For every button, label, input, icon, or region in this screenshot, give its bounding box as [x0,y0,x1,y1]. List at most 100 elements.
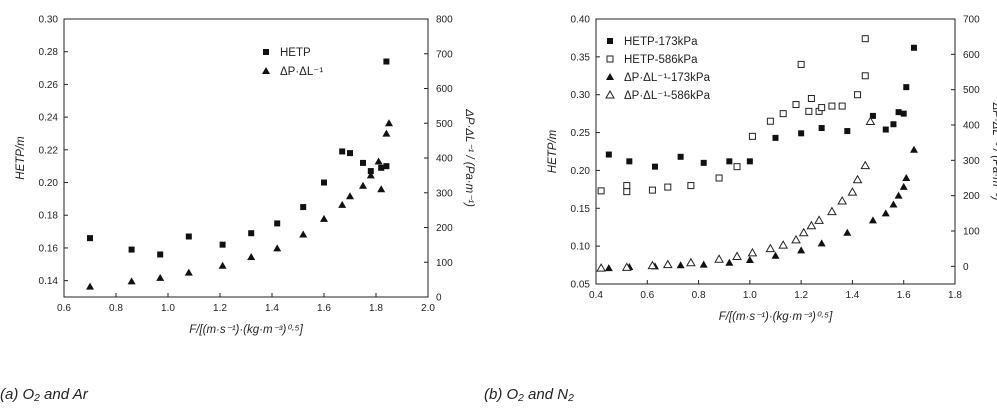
y2-tick-label: 300 [436,188,453,199]
data-point [383,58,390,65]
data-point [346,192,354,200]
data-point [184,268,193,276]
data-point [838,102,846,110]
data-point [605,151,612,158]
data-point [677,153,684,160]
y2-tick-label: 100 [963,227,980,238]
data-point [374,157,383,165]
data-point [797,246,806,254]
series-1 [87,58,390,258]
figure-caption: (b) O₂ and N₂ [484,386,574,403]
data-point [597,187,605,195]
data-point [648,186,656,194]
data-point [766,117,774,125]
data-point [745,255,754,263]
data-point [274,220,281,227]
legend-label: HETP [280,47,311,59]
data-point [797,60,805,68]
data-point [732,251,742,260]
y-tick-label: 0.26 [39,80,59,91]
y-tick-label: 0.22 [39,145,59,156]
x-tick-label: 0.4 [589,290,603,301]
y-tick-label: 0.30 [39,15,59,26]
data-point [726,158,733,165]
y-tick-label: 0.16 [39,243,59,254]
data-point [894,191,903,199]
data-point [817,239,826,247]
x-tick-label: 1.2 [213,303,227,314]
legend-label: ΔP·ΔL⁻¹ [280,66,323,78]
x-tick-label: 1.6 [897,290,911,301]
data-point [807,95,815,102]
chart-panel-1: 0.6 0.8 1.0 1.2 1.4 1.6 1.8 2.0 0.14 0.16 0.18 0.20… [0,15,475,404]
legend-label: HETP-586kPa [624,54,698,66]
legend-marker [607,38,613,44]
data-point [218,261,227,269]
y2-tick-label: 200 [436,223,453,234]
data-point [676,261,685,269]
x-tick-label: 0.8 [109,303,123,314]
y2-tick-label: 600 [963,50,980,61]
data-point [623,182,631,190]
data-point [747,247,758,257]
y2-axis-label: ΔP·ΔL⁻¹ / (Pa·m⁻¹) [463,108,475,207]
x-tick-label: 2.0 [421,303,435,314]
legend-marker [606,55,614,63]
data-point [359,181,367,189]
y-tick-label: 0.25 [571,128,591,139]
data-point [798,227,809,237]
figure-caption: (a) O₂ and Ar [0,386,89,403]
data-point [157,251,164,258]
data-point [621,262,632,271]
y2-tick-label: 300 [963,156,980,167]
data-point [360,159,366,166]
y2-tick-label: 400 [963,121,980,132]
data-point [860,160,871,170]
y-tick-label: 0.30 [571,90,591,101]
data-point [715,174,723,182]
data-point [792,101,800,109]
data-point [219,241,226,248]
data-point [248,230,255,237]
x-tick-label: 1.4 [265,303,279,314]
data-point [664,183,672,191]
data-point [128,246,135,253]
data-point [366,171,375,179]
x-tick-label: 1.0 [743,290,757,301]
data-point [347,150,353,157]
x-axis-label: F/[(m·s⁻¹)·(kg·m⁻³)⁰·⁵] [189,324,303,336]
y-tick-label: 0.40 [571,15,591,26]
data-point [791,234,801,244]
data-point [847,187,858,196]
plot-frame [595,18,956,285]
data-point [299,230,308,238]
data-point [903,84,910,91]
legend: HETP-173kPa HETP-586kPa ΔP·ΔL⁻¹-173kPa ΔP·Δ… [605,36,711,102]
data-point [662,259,673,269]
data-point [626,158,633,165]
data-point [273,244,282,252]
x-tick-label: 1.0 [161,303,175,314]
data-point [805,107,813,115]
data-point [247,253,256,261]
data-point [385,119,393,127]
y-tick-label: 0.05 [571,280,591,291]
data-point [910,44,917,51]
data-point [890,121,897,128]
x-tick-label: 1.8 [369,303,383,314]
data-point [714,254,724,263]
data-point [321,179,327,186]
plot-frame [63,18,429,298]
data-point [778,240,789,249]
series-2 [86,119,393,290]
legend-marker [606,73,614,80]
y2-tick-label: 700 [436,49,453,60]
legend: HETP ΔP·ΔL⁻¹ [262,47,323,78]
y-tick-label: 0.18 [39,211,59,222]
legend-label: ΔP·ΔL⁻¹-173kPa [624,72,711,84]
y-axis-label: HETP/m [547,129,559,173]
data-point [818,104,826,112]
data-point [604,264,613,272]
data-point [746,158,753,165]
legend-marker [263,49,269,55]
